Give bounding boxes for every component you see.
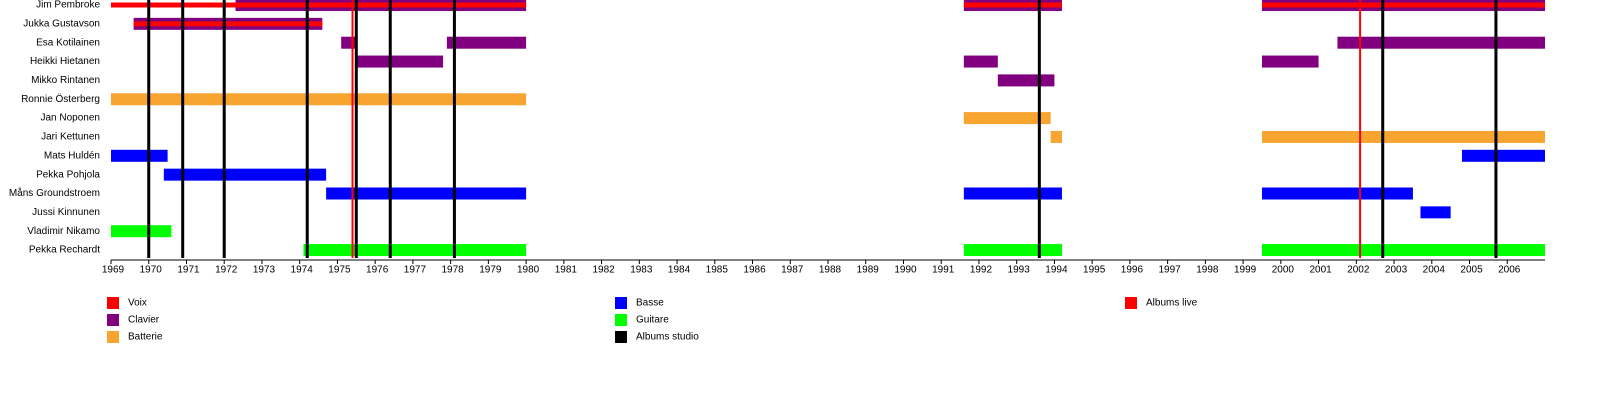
row-label: Jan Noponen [41,113,101,124]
x-tick-label: 1982 [592,265,615,276]
x-tick-label: 1996 [1121,265,1144,276]
member-bar [111,2,527,8]
member-bar [1461,149,1545,162]
member-bar [963,55,998,68]
x-tick-label: 1972 [215,265,238,276]
x-tick-label: 2001 [1309,265,1332,276]
x-tick-label: 1969 [102,265,125,276]
x-tick-label: 2005 [1460,265,1483,276]
x-tick-label: 1973 [253,265,276,276]
x-tick-label: 1985 [706,265,729,276]
member-bar [1261,55,1319,68]
x-tick-label: 1999 [1234,265,1257,276]
member-bar [303,244,527,257]
x-tick-label: 1990 [894,265,917,276]
x-tick-label: 1978 [442,265,465,276]
x-tick-label: 1980 [517,265,540,276]
x-tick-label: 1988 [819,265,842,276]
row-label: Jim Pembroke [36,0,100,11]
x-tick-label: 1974 [291,265,314,276]
legend-swatch [107,331,119,343]
member-bar [1420,206,1451,219]
legend-label: Voix [128,298,147,309]
member-bar [133,21,323,27]
x-tick-label: 1998 [1196,265,1219,276]
row-label: Heikki Hietanen [30,56,100,67]
x-tick-label: 1979 [479,265,502,276]
row-label: Pekka Pohjola [36,169,100,180]
row-label: Esa Kotilainen [36,37,100,48]
row-label: Jari Kettunen [41,132,100,143]
row-label: Ronnie Österberg [21,93,100,105]
row-label: Mats Huldén [44,150,100,161]
x-tick-label: 1993 [1008,265,1031,276]
x-tick-label: 1995 [1083,265,1106,276]
member-bar [163,168,327,181]
row-label: Mikko Rintanen [31,75,100,86]
x-tick-label: 1991 [932,265,955,276]
x-tick-label: 1992 [970,265,993,276]
x-tick-label: 1997 [1159,265,1182,276]
member-bar [111,149,168,162]
member-bar [963,2,1062,8]
legend-label: Clavier [128,315,160,326]
legend-swatch [615,314,627,326]
member-bar [111,225,172,238]
x-tick-label: 1984 [668,265,691,276]
x-tick-label: 2002 [1347,265,1370,276]
row-label: Pekka Rechardt [29,245,100,256]
x-tick-label: 2006 [1498,265,1521,276]
x-tick-label: 1976 [366,265,389,276]
row-label: Jukka Gustavson [23,18,100,29]
x-tick-label: 1981 [555,265,578,276]
x-tick-label: 1994 [1045,265,1068,276]
x-tick-label: 1987 [781,265,804,276]
member-bar [1261,244,1545,257]
member-bar [963,112,1051,125]
row-label: Vladimir Nikamo [27,226,100,237]
legend-swatch [615,297,627,309]
legend-swatch [107,297,119,309]
legend-swatch [107,314,119,326]
member-bar [326,187,527,200]
legend-label: Batterie [128,332,163,343]
legend-swatch [1125,297,1137,309]
member-bar [1261,2,1545,8]
x-tick-label: 1986 [743,265,766,276]
x-tick-label: 2000 [1272,265,1295,276]
member-bar [356,55,444,68]
member-bar [111,93,527,106]
member-bar [997,74,1055,87]
member-bar [1261,187,1413,200]
member-bar [963,244,1062,257]
row-label: Måns Groundstroem [9,187,100,199]
member-bar [446,36,527,49]
row-label: Jussi Kinnunen [32,207,100,218]
legend-label: Guitare [636,315,669,326]
legend-label: Albums live [1146,298,1198,309]
member-bar [1050,130,1062,143]
x-tick-label: 1977 [404,265,427,276]
x-tick-label: 1975 [328,265,351,276]
member-bar [1261,130,1545,143]
legend-swatch [615,331,627,343]
member-bar [1337,36,1545,49]
x-tick-label: 1983 [630,265,653,276]
legend-label: Albums studio [636,332,699,343]
legend-label: Basse [636,298,664,309]
x-tick-label: 2004 [1423,265,1446,276]
member-bar [963,187,1062,200]
x-tick-label: 1970 [140,265,163,276]
x-tick-label: 2003 [1385,265,1408,276]
member-bar [341,36,357,49]
x-tick-label: 1989 [857,265,880,276]
x-tick-label: 1971 [177,265,200,276]
